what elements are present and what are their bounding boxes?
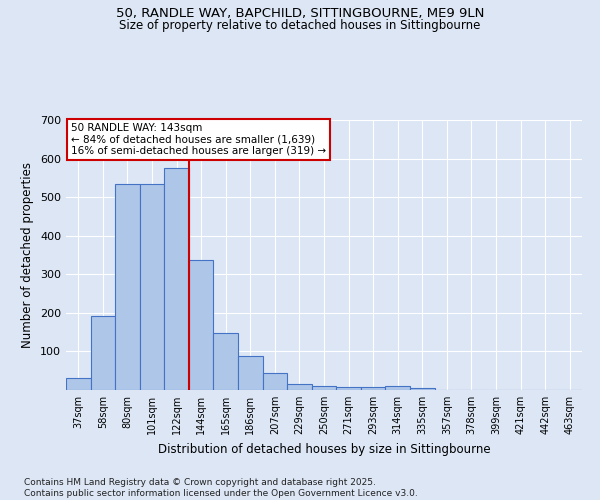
Bar — [385, 386, 410, 390]
X-axis label: Distribution of detached houses by size in Sittingbourne: Distribution of detached houses by size … — [158, 442, 490, 456]
Bar — [66, 378, 91, 390]
Bar — [91, 316, 115, 390]
Bar — [312, 386, 336, 390]
Bar — [287, 384, 312, 390]
Y-axis label: Number of detached properties: Number of detached properties — [22, 162, 34, 348]
Bar — [164, 168, 189, 390]
Bar — [336, 387, 361, 390]
Bar — [361, 387, 385, 390]
Bar — [214, 333, 238, 390]
Bar — [410, 388, 434, 390]
Text: 50, RANDLE WAY, BAPCHILD, SITTINGBOURNE, ME9 9LN: 50, RANDLE WAY, BAPCHILD, SITTINGBOURNE,… — [116, 8, 484, 20]
Bar — [263, 374, 287, 390]
Text: Size of property relative to detached houses in Sittingbourne: Size of property relative to detached ho… — [119, 19, 481, 32]
Text: Contains HM Land Registry data © Crown copyright and database right 2025.
Contai: Contains HM Land Registry data © Crown c… — [24, 478, 418, 498]
Text: 50 RANDLE WAY: 143sqm
← 84% of detached houses are smaller (1,639)
16% of semi-d: 50 RANDLE WAY: 143sqm ← 84% of detached … — [71, 122, 326, 156]
Bar — [238, 356, 263, 390]
Bar — [140, 184, 164, 390]
Bar — [115, 184, 140, 390]
Bar — [189, 260, 214, 390]
